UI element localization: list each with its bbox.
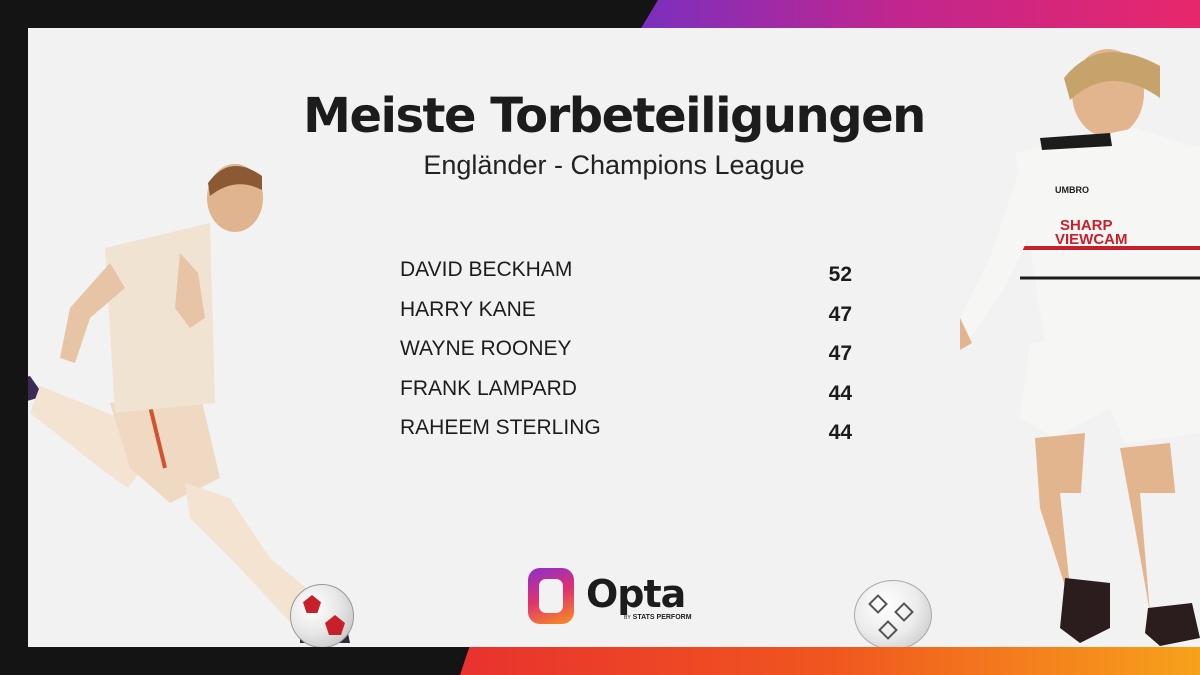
- ranking-row: FRANK LAMPARD 44: [400, 377, 852, 417]
- player-value: 44: [828, 381, 852, 405]
- ranking-row: DAVID BECKHAM 52: [400, 258, 852, 298]
- page-title: Meiste Torbeteiligungen: [303, 88, 926, 144]
- champions-league-ball: [290, 584, 354, 647]
- left-player-image: [28, 164, 350, 643]
- ranking-row: HARRY KANE 47: [400, 298, 852, 338]
- page-subtitle: Engländer - Champions League: [423, 150, 805, 180]
- vintage-ball: [854, 580, 932, 647]
- player-name: DAVID BECKHAM: [400, 258, 573, 281]
- player-name: RAHEEM STERLING: [400, 416, 601, 439]
- player-name: FRANK LAMPARD: [400, 376, 577, 400]
- ranking-list: DAVID BECKHAM 52 HARRY KANE 47 WAYNE ROO…: [400, 258, 852, 456]
- top-accent-bar: [640, 0, 1200, 30]
- shirt-sponsor-line1: SHARP: [1060, 217, 1113, 234]
- opta-logo: Opta BY STATS PERFORM: [528, 568, 708, 630]
- player-value: 52: [828, 263, 852, 286]
- bottom-accent-bar: [460, 645, 1200, 675]
- player-name: HARRY KANE: [400, 297, 536, 321]
- player-name: WAYNE ROONEY: [400, 337, 572, 360]
- graphic-card: Meiste Torbeteiligungen Engländer - Cham…: [28, 28, 1200, 647]
- ranking-row: RAHEEM STERLING 44: [400, 416, 852, 456]
- opta-logo-mark-icon: [528, 568, 574, 624]
- opta-wordmark: Opta: [586, 572, 686, 616]
- ranking-row: WAYNE ROONEY 47: [400, 337, 852, 377]
- player-value: 44: [828, 421, 852, 444]
- player-value: 47: [828, 342, 852, 365]
- player-value: 47: [828, 302, 852, 326]
- shirt-brand: UMBRO: [1055, 185, 1089, 195]
- opta-tagline: BY STATS PERFORM: [624, 614, 692, 621]
- right-player-image: UMBRO SHARP VIEWCAM: [960, 49, 1200, 646]
- shirt-sponsor-line2: VIEWCAM: [1055, 231, 1128, 248]
